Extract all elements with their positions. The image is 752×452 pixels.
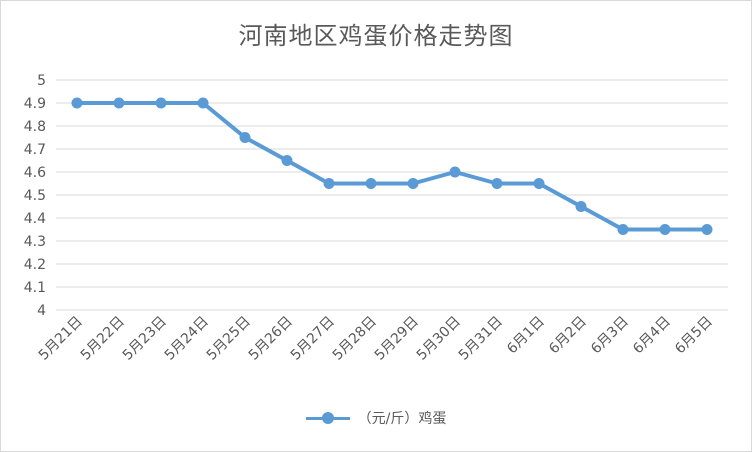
data-point (533, 178, 545, 189)
y-tick-label: 4 (37, 303, 46, 319)
data-point (701, 224, 713, 235)
gridlines (56, 79, 728, 311)
y-tick-label: 4.4 (24, 211, 46, 227)
x-tick-label: 5月22日 (78, 314, 128, 364)
data-point (449, 166, 461, 178)
data-point (113, 97, 125, 109)
data-point (323, 178, 335, 189)
data-point (281, 155, 293, 166)
y-tick-label: 4.5 (24, 188, 46, 204)
y-tick-label: 4.8 (24, 119, 46, 135)
data-point (197, 97, 209, 109)
y-tick-label: 5 (37, 73, 46, 89)
data-point (239, 132, 251, 143)
y-tick-label: 4.7 (24, 142, 46, 158)
x-axis-ticks: 5月21日5月22日5月23日5月24日5月25日5月26日5月27日5月28日… (36, 314, 716, 364)
data-point (617, 224, 629, 235)
x-tick-label: 5月26日 (246, 314, 296, 364)
x-tick-label: 6月5日 (672, 314, 716, 358)
series-line (75, 101, 709, 232)
y-axis-ticks: 4 4.1 4.2 4.3 4.4 4.5 4.6 4.7 4.8 4.9 5 (24, 73, 46, 319)
x-tick-label: 5月30日 (414, 314, 464, 364)
y-tick-label: 4.2 (24, 257, 46, 273)
y-tick-label: 4.6 (24, 165, 46, 181)
data-point (155, 97, 167, 109)
x-tick-label: 6月2日 (546, 314, 590, 358)
data-point (575, 201, 587, 212)
chart-title: 河南地区鸡蛋价格走势图 (238, 22, 514, 50)
x-tick-label: 5月25日 (204, 314, 254, 364)
x-tick-label: 5月29日 (372, 314, 422, 364)
legend-swatch (305, 411, 350, 425)
x-tick-label: 5月31日 (456, 314, 506, 364)
x-tick-label: 6月3日 (588, 314, 632, 358)
data-point (659, 224, 671, 235)
y-tick-label: 4.1 (24, 280, 46, 296)
y-tick-label: 4.9 (24, 96, 46, 112)
data-point (365, 178, 377, 189)
data-point (71, 97, 83, 109)
x-tick-label: 5月21日 (36, 314, 86, 364)
x-tick-label: 5月23日 (120, 314, 170, 364)
data-point (491, 178, 503, 189)
x-tick-label: 6月1日 (504, 314, 548, 358)
data-point (407, 178, 419, 189)
series-group (71, 97, 713, 235)
x-tick-label: 5月24日 (162, 314, 212, 364)
legend-label: （元/斤）鸡蛋 (357, 411, 447, 427)
x-tick-label: 5月27日 (288, 314, 338, 364)
x-tick-label: 6月4日 (630, 314, 674, 358)
legend: （元/斤）鸡蛋 (0, 408, 752, 428)
y-tick-label: 4.3 (24, 234, 46, 250)
x-tick-label: 5月28日 (330, 314, 380, 364)
